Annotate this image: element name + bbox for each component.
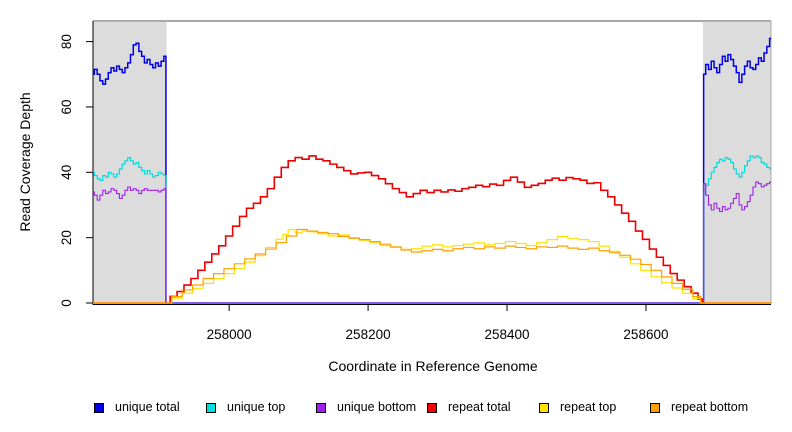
shaded-region-1	[702, 21, 771, 305]
legend-label: unique total	[115, 400, 180, 414]
y-tick-label: 0	[59, 299, 74, 307]
legend-label: unique bottom	[337, 400, 417, 414]
x-tick-label: 258400	[484, 327, 529, 342]
shaded-region-0	[93, 21, 167, 305]
series-line-unique-total	[93, 37, 771, 304]
x-axis-title: Coordinate in Reference Genome	[328, 358, 538, 374]
series-line-repeat-top	[93, 228, 771, 304]
series-line-unique-top	[93, 155, 771, 304]
x-tick-label: 258600	[623, 327, 668, 342]
unique-top-swatch-icon	[206, 402, 216, 413]
y-tick-label: 40	[59, 165, 74, 180]
legend-item-repeat-total: repeat total	[427, 401, 511, 414]
y-tick-label: 80	[59, 34, 74, 49]
y-axis-title: Read Coverage Depth	[17, 92, 33, 232]
series-line-repeat-total	[93, 155, 771, 304]
legend-item-unique-top: unique top	[206, 401, 285, 414]
legend-item-unique-total: unique total	[94, 401, 180, 414]
unique-bottom-swatch-icon	[316, 402, 326, 413]
legend-label: unique top	[227, 400, 286, 414]
x-tick-label: 258000	[207, 327, 252, 342]
y-tick-label: 60	[59, 99, 74, 114]
y-tick-label: 20	[59, 230, 74, 245]
legend-item-repeat-bottom: repeat bottom	[650, 401, 748, 414]
legend-item-unique-bottom: unique bottom	[316, 401, 416, 414]
repeat-total-swatch-icon	[427, 402, 437, 413]
series-line-repeat-bottom	[93, 228, 771, 304]
legend-label: repeat total	[448, 400, 511, 414]
legend-label: repeat bottom	[671, 400, 749, 414]
repeat-top-swatch-icon	[539, 402, 549, 413]
legend-item-repeat-top: repeat top	[539, 401, 616, 414]
unique-total-swatch-icon	[94, 402, 104, 413]
repeat-bottom-swatch-icon	[650, 402, 660, 413]
x-tick-label: 258200	[346, 327, 391, 342]
legend-label: repeat top	[560, 400, 617, 414]
